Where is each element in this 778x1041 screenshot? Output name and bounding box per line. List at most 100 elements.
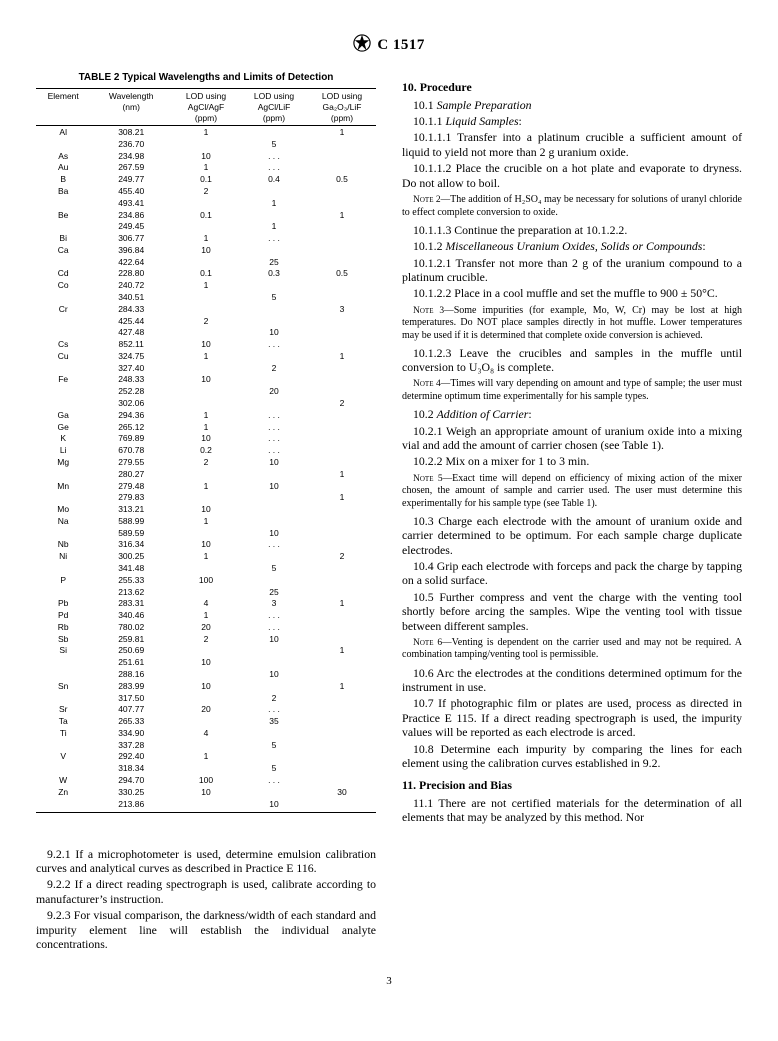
para-10-8: 10.8 Determine each impurity by comparin… [402,742,742,771]
table2-header-cell: LOD usingGa₂O₃/LiF(ppm) [308,89,376,126]
table2-cell [172,221,240,233]
table-row: Ta265.3335 [36,715,376,727]
table2-cell: Sr [36,704,90,716]
table-row: 318.345 [36,763,376,775]
table2-cell [240,209,308,221]
right-column: 10. Procedure 10.1 Sample Preparation 10… [402,72,742,953]
table2-cell [308,480,376,492]
page-number: 3 [36,975,742,988]
table2-cell [308,621,376,633]
table2-cell [172,386,240,398]
table2-cell: 407.77 [90,704,172,716]
table2-cell [240,303,308,315]
table2-cell: 25 [240,256,308,268]
table2-cell: 10 [240,798,308,812]
table-row: Li670.780.2. . . [36,444,376,456]
table2-cell: 100 [172,574,240,586]
table-row: 425.442 [36,315,376,327]
table2-cell: 294.70 [90,774,172,786]
para-9-2-3: 9.2.3 For visual comparison, the darknes… [36,908,376,951]
table2-cell [172,197,240,209]
table2-cell: 252.28 [90,386,172,398]
table2-cell [172,303,240,315]
table2-cell: 1 [172,480,240,492]
table-row: K769.8910. . . [36,433,376,445]
para-10-1-1-2: 10.1.1.2 Place the crucible on a hot pla… [402,161,742,190]
table2-cell: 0.1 [172,268,240,280]
table-row: 341.485 [36,562,376,574]
table2-cell [36,527,90,539]
table2-cell [240,350,308,362]
table2-cell [240,185,308,197]
table2-cell: . . . [240,421,308,433]
table-row: Mg279.55210 [36,456,376,468]
table2-header-cell: LOD usingAgCl/AgF(ppm) [172,89,240,126]
note-5: Note 5—Exact time will depend on efficie… [402,473,742,510]
table2-cell [240,397,308,409]
table2-cell: Fe [36,374,90,386]
table-row: Pd340.461. . . [36,609,376,621]
table2-cell: 3 [308,303,376,315]
table2-cell: 10 [172,680,240,692]
table2-cell: 780.02 [90,621,172,633]
table2-cell: 10 [172,503,240,515]
table2-cell: Mn [36,480,90,492]
table2-cell [36,256,90,268]
table2-cell: 10 [172,244,240,256]
table2-cell: 259.81 [90,633,172,645]
table2-cell: . . . [240,338,308,350]
table2-cell [172,397,240,409]
table2-cell [172,138,240,150]
table2-cell [36,492,90,504]
table2-cell: 20 [172,621,240,633]
table2-cell [308,727,376,739]
table-row: Sr407.7720. . . [36,704,376,716]
table2-cell: 455.40 [90,185,172,197]
para-9-2-1: 9.2.1 If a microphotometer is used, dete… [36,847,376,876]
table2-cell: . . . [240,150,308,162]
table2-cell [240,727,308,739]
table2-cell: 25 [240,586,308,598]
table-row: Sb259.81210 [36,633,376,645]
table2-cell [36,798,90,812]
table2-cell [308,633,376,645]
table-row: 302.062 [36,397,376,409]
table2-cell: Ni [36,550,90,562]
table-row: 252.2820 [36,386,376,398]
table-row: As234.9810. . . [36,150,376,162]
table-row: Ga294.361. . . [36,409,376,421]
table2-cell: 10 [240,327,308,339]
table-row: 337.285 [36,739,376,751]
table2-cell [308,657,376,669]
table2-cell: 30 [308,786,376,798]
table2-cell: 334.90 [90,727,172,739]
table-row: Sn283.99101 [36,680,376,692]
table2-cell [172,739,240,751]
table2-cell: 5 [240,763,308,775]
table-row: Ge265.121. . . [36,421,376,433]
table-row: Bi306.771. . . [36,232,376,244]
table2-cell [308,456,376,468]
table2-cell: 300.25 [90,550,172,562]
table2-cell [308,798,376,812]
table2-cell: 4 [172,727,240,739]
table-row: 213.6225 [36,586,376,598]
table2-cell: 240.72 [90,280,172,292]
table2-cell [172,798,240,812]
table2-cell: Na [36,515,90,527]
table2-cell [240,645,308,657]
table2-cell: 1 [308,209,376,221]
table2-cell [36,327,90,339]
table2-cell: 313.21 [90,503,172,515]
table2-cell: 396.84 [90,244,172,256]
table-row: Cd228.800.10.30.5 [36,268,376,280]
table-row: Al308.2111 [36,126,376,138]
table2-cell: . . . [240,774,308,786]
table-row: Fe248.3310 [36,374,376,386]
table2-cell: W [36,774,90,786]
table2-cell: 1 [172,550,240,562]
table2-cell: 234.98 [90,150,172,162]
table-row: 236.705 [36,138,376,150]
table2-cell [240,280,308,292]
table2-cell [308,503,376,515]
